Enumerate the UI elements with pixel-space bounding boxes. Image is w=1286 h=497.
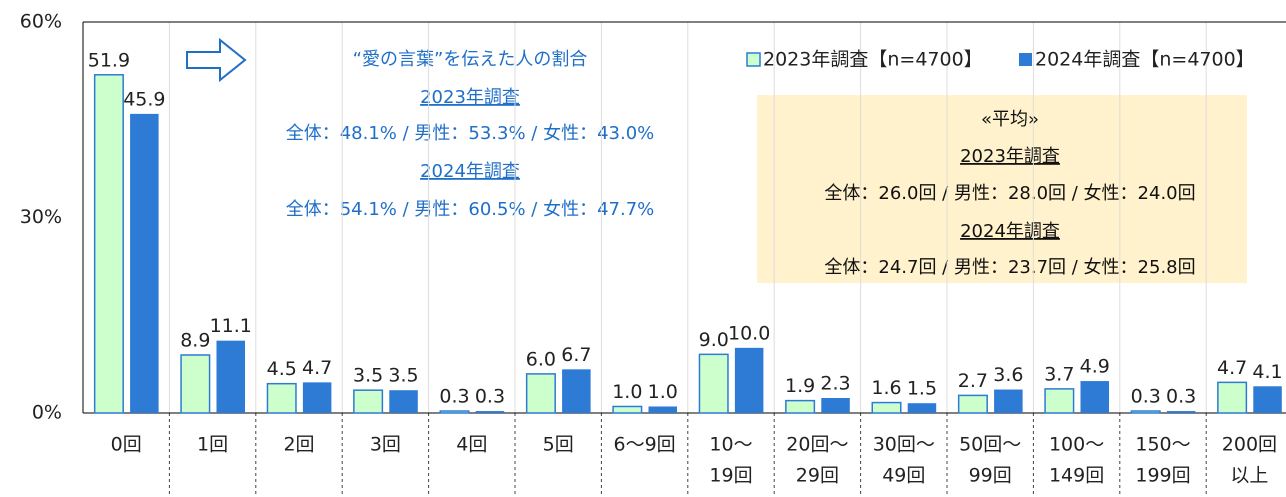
annotation: 2024年調査 bbox=[960, 221, 1060, 242]
bar bbox=[1130, 410, 1161, 414]
bar bbox=[1044, 388, 1075, 414]
annotation: 2024年調査 bbox=[420, 161, 520, 182]
x-tick-label: 10～ bbox=[709, 434, 752, 456]
y-tick-label: 60% bbox=[20, 11, 62, 33]
bar bbox=[180, 354, 211, 414]
bar bbox=[130, 113, 159, 413]
data-label: 51.9 bbox=[88, 49, 130, 71]
bar bbox=[734, 347, 764, 413]
annotation: 全体：54.1% / 男性：60.5% / 女性：47.7% bbox=[286, 199, 655, 220]
x-tick-label: 6～9回 bbox=[614, 434, 676, 456]
x-tick-label: 29回 bbox=[796, 465, 839, 487]
annotation: 2023年調査 bbox=[960, 146, 1060, 167]
bar bbox=[1217, 381, 1248, 414]
bar bbox=[562, 369, 591, 413]
data-label: 0.3 bbox=[1166, 386, 1196, 408]
data-label: 1.6 bbox=[871, 377, 901, 399]
data-label: 10.0 bbox=[728, 322, 770, 344]
legend-label: 2023年調査【n=4700】 bbox=[763, 49, 983, 71]
data-label: 2.7 bbox=[958, 370, 988, 392]
x-tick-label: 99回 bbox=[969, 465, 1012, 487]
x-tick-label: 1回 bbox=[197, 434, 228, 456]
annotation: 全体：48.1% / 男性：53.3% / 女性：43.0% bbox=[286, 123, 655, 144]
x-tick-label: 30回～ bbox=[873, 434, 935, 456]
data-label: 3.6 bbox=[993, 364, 1023, 386]
y-tick-label: 30% bbox=[20, 206, 62, 228]
arrow-icon bbox=[186, 37, 247, 83]
data-label: 0.3 bbox=[1131, 386, 1161, 408]
x-tick-label: 以上 bbox=[1230, 465, 1268, 487]
data-label: 4.9 bbox=[1080, 356, 1110, 378]
bar bbox=[821, 398, 850, 413]
bar bbox=[907, 403, 937, 413]
bar bbox=[994, 389, 1023, 413]
x-tick-label: 199回 bbox=[1135, 465, 1190, 487]
bar bbox=[216, 340, 245, 413]
data-label: 9.0 bbox=[699, 329, 729, 351]
annotation: “愛の言葉”を伝えた人の割合 bbox=[353, 49, 588, 70]
bar bbox=[648, 406, 677, 413]
average-box bbox=[757, 95, 1247, 283]
data-label: 4.5 bbox=[267, 358, 297, 380]
data-label: 8.9 bbox=[180, 330, 210, 352]
bar bbox=[1080, 381, 1109, 413]
bar bbox=[266, 382, 297, 414]
annotation: 全体：26.0回 / 男性：28.0回 / 女性：24.0回 bbox=[824, 183, 1195, 204]
x-tick-label: 19回 bbox=[709, 465, 752, 487]
data-label: 45.9 bbox=[123, 88, 165, 110]
bar bbox=[439, 410, 470, 414]
annotation: «平均» bbox=[981, 109, 1039, 130]
data-label: 1.0 bbox=[612, 381, 642, 403]
annotation: 全体：24.7回 / 男性：23.7回 / 女性：25.8回 bbox=[824, 257, 1195, 278]
x-tick-label: 149回 bbox=[1049, 465, 1104, 487]
x-tick-label: 100～ bbox=[1049, 434, 1104, 456]
data-label: 4.1 bbox=[1252, 361, 1282, 383]
bar bbox=[389, 390, 418, 413]
x-tick-label: 200回 bbox=[1222, 434, 1277, 456]
data-label: 4.7 bbox=[302, 357, 332, 379]
data-label: 4.7 bbox=[1217, 357, 1247, 379]
bar bbox=[1253, 386, 1282, 413]
data-label: 3.5 bbox=[388, 365, 418, 387]
bar bbox=[353, 389, 384, 414]
x-tick-label: 50回～ bbox=[959, 434, 1021, 456]
bar bbox=[785, 399, 816, 414]
data-label: 2.3 bbox=[820, 373, 850, 395]
bar bbox=[93, 74, 124, 414]
x-tick-label: 2回 bbox=[283, 434, 314, 456]
data-label: 6.7 bbox=[561, 344, 591, 366]
x-tick-label: 5回 bbox=[543, 434, 574, 456]
legend-swatch bbox=[746, 52, 761, 67]
annotation: 2023年調査 bbox=[420, 87, 520, 108]
data-label: 1.0 bbox=[648, 381, 678, 403]
x-tick-label: 3回 bbox=[370, 434, 401, 456]
data-label: 1.5 bbox=[907, 378, 937, 400]
x-tick-label: 20回～ bbox=[786, 434, 848, 456]
x-tick-label: 49回 bbox=[882, 465, 925, 487]
bar bbox=[612, 405, 643, 414]
data-label: 11.1 bbox=[210, 315, 252, 337]
data-label: 6.0 bbox=[526, 348, 556, 370]
legend-swatch bbox=[1019, 53, 1032, 66]
bar bbox=[1166, 411, 1196, 413]
y-tick-label: 0% bbox=[32, 402, 62, 424]
data-label: 0.3 bbox=[439, 386, 469, 408]
bar bbox=[698, 353, 729, 414]
bar bbox=[475, 411, 505, 413]
bar bbox=[957, 394, 988, 414]
bar bbox=[525, 373, 556, 414]
data-label: 3.7 bbox=[1044, 363, 1074, 385]
legend-label: 2024年調査【n=4700】 bbox=[1035, 49, 1255, 71]
x-tick-label: 0回 bbox=[111, 434, 142, 456]
x-tick-label: 150～ bbox=[1135, 434, 1190, 456]
data-label: 3.5 bbox=[353, 365, 383, 387]
bar bbox=[302, 382, 332, 413]
data-label: 1.9 bbox=[785, 375, 815, 397]
bar bbox=[871, 401, 902, 414]
x-tick-label: 4回 bbox=[456, 434, 487, 456]
data-label: 0.3 bbox=[475, 386, 505, 408]
